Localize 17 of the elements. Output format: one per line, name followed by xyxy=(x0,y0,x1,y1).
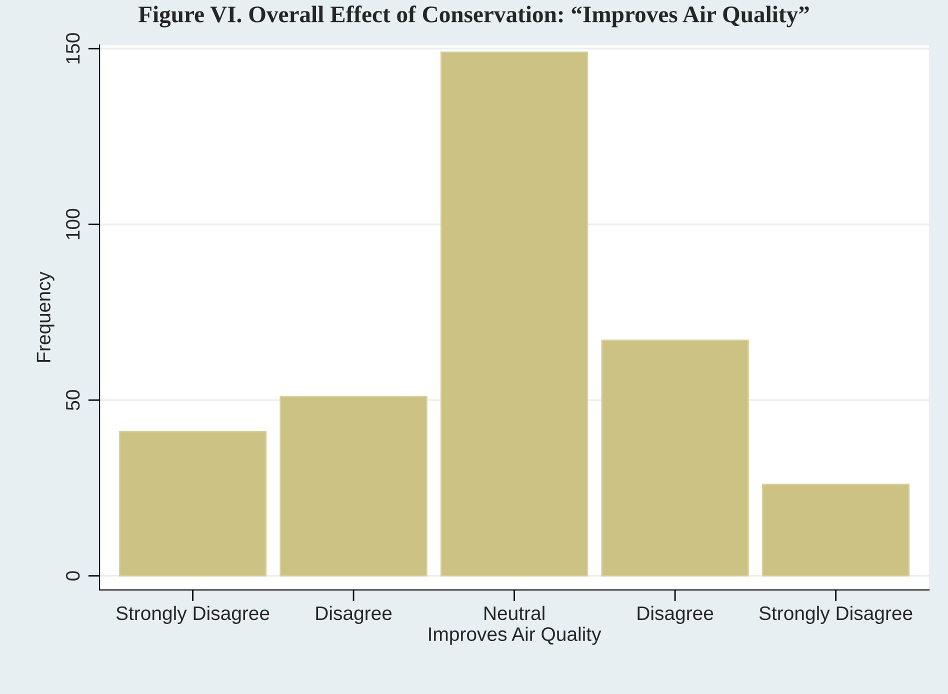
bar xyxy=(280,396,428,577)
y-axis-title: Frequency xyxy=(36,272,54,362)
x-tick-label: Neutral xyxy=(484,606,544,620)
y-tick-label: 50 xyxy=(66,390,80,410)
y-tick-label: 150 xyxy=(66,33,80,64)
bar xyxy=(440,51,588,577)
x-tick-label: Strongly Disagree xyxy=(759,606,912,624)
x-tick-label: Strongly Disagree xyxy=(116,606,270,624)
bar xyxy=(601,340,749,577)
x-tick-label: Disagree xyxy=(638,606,714,624)
y-tick-label: 100 xyxy=(66,208,80,240)
chart-title: Figure VI. Overall Effect of Conservation: “Improves Air Quality” xyxy=(138,6,809,28)
bar xyxy=(762,484,910,577)
bar xyxy=(118,431,267,577)
y-tick-label: 0 xyxy=(66,571,80,580)
x-tick-label: Disagree xyxy=(316,606,392,624)
x-axis-title: Improves Air Quality xyxy=(429,626,602,645)
